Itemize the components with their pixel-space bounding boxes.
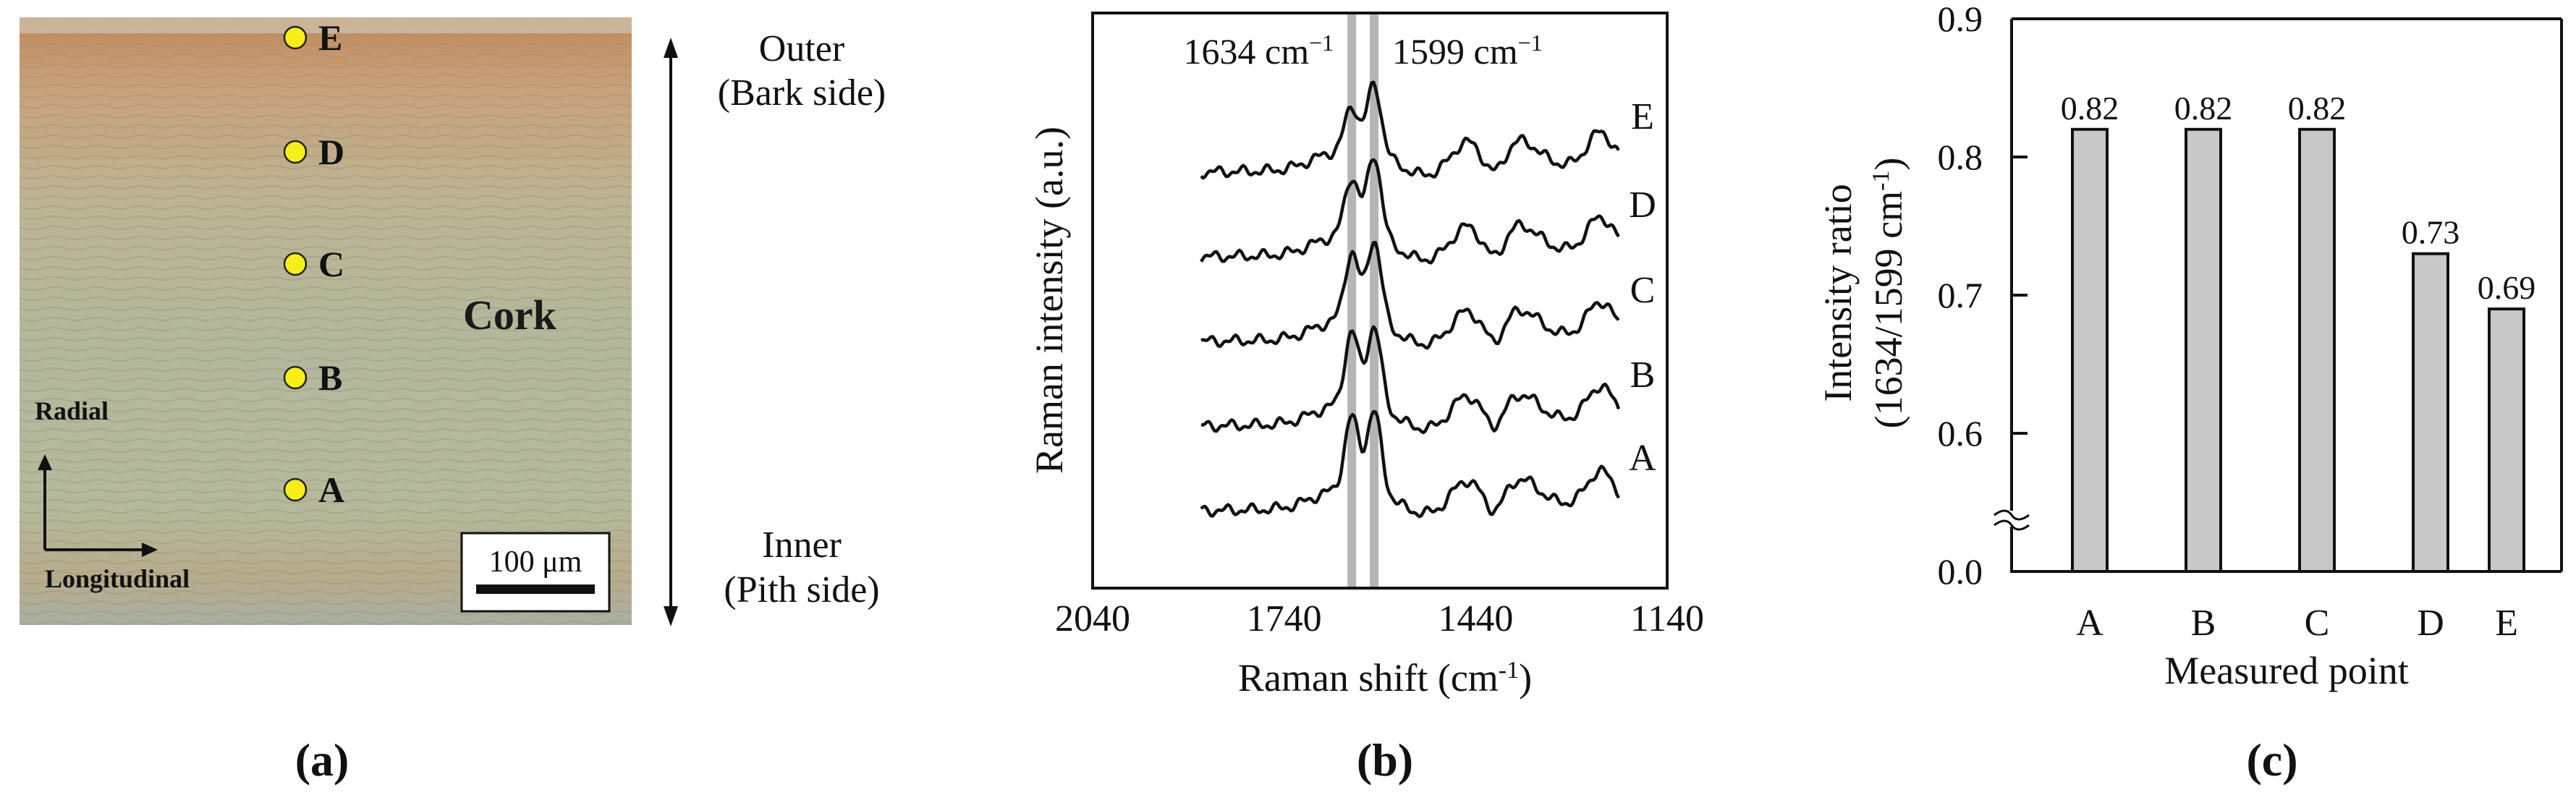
longitudinal-label: Longitudinal xyxy=(45,564,190,593)
x-axis-title: Raman shift (cm-1) xyxy=(1238,656,1532,700)
point-label-a: A xyxy=(318,469,344,510)
inner-arrowhead-icon xyxy=(664,606,678,626)
peak-annotation-superscript: −1 xyxy=(1518,30,1543,56)
bar-a xyxy=(2071,127,2109,574)
point-marker-b xyxy=(283,365,308,390)
point-label-b: B xyxy=(318,357,342,398)
series-labels: A B C D E xyxy=(1629,96,1656,479)
peak-annotation-text: 1599 cm xyxy=(1392,31,1518,72)
x-tick-labels: 2040 1740 1440 1140 xyxy=(1055,598,1704,639)
bar-d xyxy=(2412,252,2449,573)
point-label-c: C xyxy=(318,244,344,284)
y-axis-title: Raman intensity (a.u.) xyxy=(1028,127,1071,474)
pith-side-label: (Pith side) xyxy=(724,569,879,611)
x-tick-label-1140: 1140 xyxy=(1630,598,1704,639)
x-tick-label-1440: 1440 xyxy=(1438,598,1513,639)
spectrum-line-d xyxy=(1200,158,1620,265)
bar-value-label-a: 0.82 xyxy=(2061,90,2119,127)
point-marker-a xyxy=(283,477,308,502)
spectrum-line-e xyxy=(1200,80,1620,180)
series-label-c: C xyxy=(1630,270,1656,311)
scale-bar xyxy=(476,584,595,594)
spectra-lines xyxy=(1200,80,1621,519)
outer-label: Outer xyxy=(759,28,844,69)
spectrum-line-a xyxy=(1200,409,1620,519)
y-axis-units-superscript: -1 xyxy=(1868,171,1894,191)
peak-annotation-superscript: −1 xyxy=(1309,30,1334,56)
spectrum-line-c xyxy=(1200,240,1620,350)
y-tick-label-0.6: 0.6 xyxy=(1938,413,1983,454)
y-tick-label-0.8: 0.8 xyxy=(1938,137,1983,177)
series-label-d: D xyxy=(1629,184,1656,226)
bar-value-label-c: 0.82 xyxy=(2288,90,2347,127)
longitudinal-arrowhead-icon xyxy=(142,543,158,557)
x-axis-title: Measured point xyxy=(2164,649,2408,692)
x-tick-label-c: C xyxy=(2305,603,2330,644)
point-label-d: D xyxy=(318,132,344,172)
bar-c xyxy=(2298,127,2336,574)
x-axis-title-text: Raman shift (cm xyxy=(1238,656,1499,700)
y-ticks: 0.0 0.6 0.7 0.8 0.9 xyxy=(1938,0,2028,592)
radial-label: Radial xyxy=(35,396,109,425)
x-axis-title-superscript: -1 xyxy=(1499,657,1519,684)
peak-annotation-1599: 1599 cm−1 xyxy=(1392,30,1543,72)
y-axis-title: Intensity ratio xyxy=(1816,184,1860,401)
radial-arrowhead-icon xyxy=(38,454,52,470)
x-tick-label-1740: 1740 xyxy=(1247,598,1322,639)
y-axis-title-units: (1634/1599 cm-1) xyxy=(1867,158,1910,429)
point-marker-c xyxy=(283,252,308,276)
x-tick-labels: A B C D E xyxy=(2076,603,2518,644)
x-tick-label-e: E xyxy=(2495,603,2518,644)
x-tick-label-2040: 2040 xyxy=(1055,598,1130,639)
bar-b xyxy=(2185,127,2222,574)
spectrum-line-b xyxy=(1200,325,1621,435)
x-tick-label-a: A xyxy=(2076,603,2103,644)
bar-value-label-b: 0.82 xyxy=(2174,90,2233,127)
y-axis-units-close: ) xyxy=(1867,158,1910,171)
panel-a-micrograph: E D C B A Cork Radial Longitudinal 100 μm Ou… xyxy=(20,17,886,786)
y-tick-label-0.7: 0.7 xyxy=(1938,275,1983,315)
inner-label: Inner xyxy=(762,524,842,566)
bar-value-labels: 0.82 0.82 0.82 0.73 0.69 xyxy=(2061,90,2536,306)
peak-annotation-1634: 1634 cm−1 xyxy=(1184,30,1334,72)
series-label-e: E xyxy=(1631,96,1654,137)
x-tick-label-b: B xyxy=(2191,603,2216,644)
y-tick-label-0.0: 0.0 xyxy=(1938,551,1983,592)
spectra-frame xyxy=(1091,12,1669,590)
point-marker-d xyxy=(283,140,308,164)
peak-annotation-text: 1634 cm xyxy=(1184,31,1310,72)
cork-texture xyxy=(20,17,632,625)
outer-arrowhead-icon xyxy=(664,38,678,58)
bar-value-label-e: 0.69 xyxy=(2478,269,2536,306)
scale-bar-label: 100 μm xyxy=(489,545,582,579)
y-tick-label-0.9: 0.9 xyxy=(1938,0,1983,39)
bark-side-label: (Bark side) xyxy=(718,72,886,114)
scale-bar-box xyxy=(460,532,611,613)
x-axis-title-close: ) xyxy=(1519,656,1532,700)
point-label-e: E xyxy=(318,17,342,58)
peak-markers xyxy=(1347,14,1379,587)
bars xyxy=(2071,127,2525,574)
y-axis-units-text: (1634/1599 cm xyxy=(1867,191,1910,428)
cork-label: Cork xyxy=(463,292,557,339)
bar-value-label-d: 0.73 xyxy=(2402,214,2460,251)
series-label-b: B xyxy=(1630,354,1656,396)
axis-break-icon xyxy=(1994,509,2030,531)
panel-b-label: (b) xyxy=(1357,734,1413,786)
bar-e xyxy=(2488,307,2525,573)
panel-c-label: (c) xyxy=(2246,734,2297,786)
x-tick-label-d: D xyxy=(2417,603,2444,644)
measured-points: E D C B A xyxy=(283,17,344,510)
series-label-a: A xyxy=(1629,438,1656,479)
peak-annotations: 1634 cm−1 1599 cm−1 xyxy=(1184,30,1543,72)
panel-a-label: (a) xyxy=(295,734,349,786)
panel-c-intensity-ratio: 0.0 0.6 0.7 0.8 0.9 0.82 0.82 0.82 0.73 0.69 A B C… xyxy=(1816,0,2563,786)
point-marker-e xyxy=(283,25,308,50)
bark-edge xyxy=(20,17,632,33)
